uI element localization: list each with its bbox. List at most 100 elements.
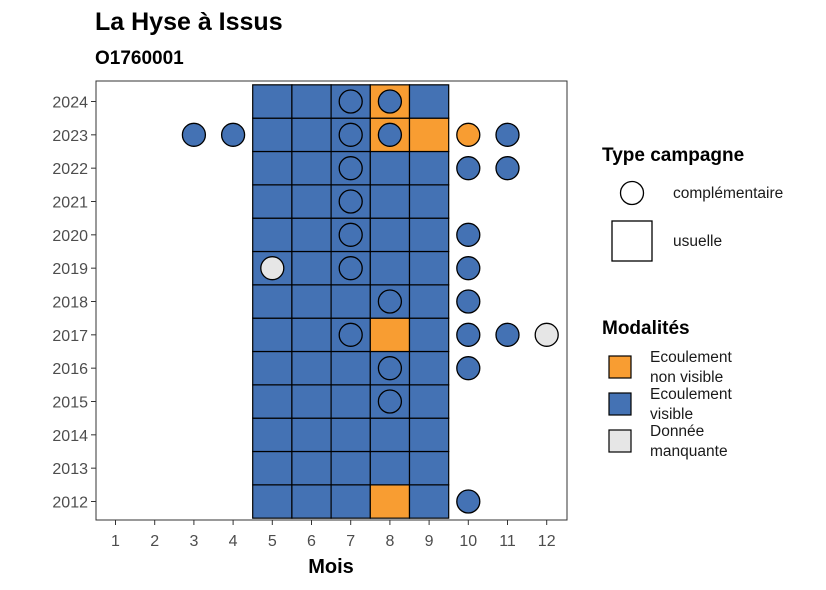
tile-2022-8: [369, 150, 411, 186]
tile-2015-6: [291, 384, 332, 419]
tile-2012-6: [291, 484, 332, 519]
point-2021-7: [338, 189, 363, 214]
point-2019-7: [338, 256, 363, 281]
tile-2014-6: [291, 417, 332, 453]
legend-key-square: [611, 220, 653, 262]
plot-border: [95, 80, 568, 521]
legend-label-fill-3-line1: Donnée: [650, 423, 704, 440]
tile-2020-5: [252, 217, 293, 253]
tile-2012-7: [330, 484, 371, 519]
tile-2016-6: [291, 350, 332, 386]
legend-label-circle: complémentaire: [673, 185, 783, 202]
y-tick-label-2021: 2021: [52, 195, 88, 212]
legend-key-fill-3: [608, 429, 632, 453]
x-tick-label-5: 5: [268, 533, 277, 550]
tile-2014-8: [369, 417, 411, 453]
legend-label-square: usuelle: [673, 233, 722, 250]
x-tick-label-11: 11: [499, 533, 516, 550]
tile-2021-8: [369, 184, 411, 219]
tile-2012-5: [252, 484, 293, 519]
point-2022-7: [338, 156, 363, 181]
point-2017-7: [338, 322, 363, 347]
tile-2013-9: [408, 450, 450, 486]
tile-2018-5: [252, 284, 293, 319]
chart-subtitle: O1760001: [95, 48, 184, 69]
y-tick-label-2012: 2012: [52, 495, 88, 512]
tile-2024-9: [408, 84, 450, 119]
tile-2019-9: [408, 250, 450, 286]
legend-key-fill-1: [608, 355, 632, 379]
point-2019-5: [260, 256, 285, 281]
point-2016-8: [377, 356, 403, 381]
point-2023-8: [377, 122, 403, 147]
x-tick-label-6: 6: [307, 533, 316, 550]
point-2019-10: [456, 256, 481, 281]
tile-2017-6: [291, 317, 332, 353]
tile-2022-5: [252, 150, 293, 186]
tile-2021-5: [252, 184, 293, 219]
x-tick-label-7: 7: [346, 533, 355, 550]
tile-2023-6: [291, 117, 332, 153]
x-tick-label-3: 3: [189, 533, 198, 550]
x-axis-title: Mois: [308, 556, 354, 578]
legend-label-fill-2-line2: visible: [650, 406, 693, 423]
tile-2017-5: [252, 317, 293, 353]
y-tick-label-2024: 2024: [52, 95, 88, 112]
x-tick-label-12: 12: [538, 533, 556, 550]
tile-2012-9: [408, 484, 450, 519]
x-tick-label-10: 10: [459, 533, 477, 550]
tile-2018-9: [408, 284, 450, 319]
tile-2024-5: [252, 84, 293, 119]
tile-2018-6: [291, 284, 332, 319]
legend-title-modalites: Modalités: [602, 318, 690, 339]
tile-2014-7: [330, 417, 371, 453]
point-2020-7: [338, 222, 363, 247]
tile-2019-8: [369, 250, 411, 286]
y-tick-label-2022: 2022: [52, 161, 88, 178]
point-2024-8: [377, 89, 403, 114]
tile-2016-7: [330, 350, 371, 386]
tile-2022-9: [408, 150, 450, 186]
tile-2013-6: [291, 450, 332, 486]
tile-2016-9: [408, 350, 450, 386]
legend-label-fill-3-line2: manquante: [650, 443, 728, 460]
tile-2018-7: [330, 284, 371, 319]
legend-title-type: Type campagne: [602, 145, 744, 166]
y-tick-label-2020: 2020: [52, 228, 88, 245]
y-tick-label-2016: 2016: [52, 361, 88, 378]
y-tick-label-2017: 2017: [52, 328, 88, 345]
point-2023-11: [495, 122, 520, 147]
point-2022-10: [456, 156, 481, 181]
point-2023-4: [220, 122, 246, 147]
point-2015-8: [377, 389, 403, 414]
tile-2012-8: [369, 484, 411, 519]
tile-2022-6: [291, 150, 332, 186]
tile-2021-6: [291, 184, 332, 219]
tile-2014-9: [408, 417, 450, 453]
tile-2023-9: [408, 117, 450, 153]
point-2017-12: [534, 322, 559, 347]
x-tick-label-4: 4: [229, 533, 238, 550]
tile-2020-8: [369, 217, 411, 253]
y-tick-label-2014: 2014: [52, 428, 88, 445]
tile-2015-7: [330, 384, 371, 419]
y-tick-label-2018: 2018: [52, 295, 88, 312]
legend-label-fill-2-line1: Ecoulement: [650, 386, 733, 403]
point-2020-10: [456, 222, 481, 247]
point-2022-11: [495, 156, 520, 181]
x-tick-label-2: 2: [150, 533, 159, 550]
tile-2016-5: [252, 350, 293, 386]
tile-2017-9: [408, 317, 450, 353]
point-2018-10: [456, 289, 481, 314]
y-tick-label-2023: 2023: [52, 128, 88, 145]
tile-2020-6: [291, 217, 332, 253]
point-2024-7: [338, 89, 363, 114]
point-2017-11: [495, 322, 520, 347]
tile-2020-9: [408, 217, 450, 253]
tile-2013-8: [369, 450, 411, 486]
x-tick-label-8: 8: [385, 533, 394, 550]
legend-key-circle: [619, 180, 645, 206]
point-2018-8: [377, 289, 403, 314]
legend-label-fill-1-line2: non visible: [650, 369, 723, 386]
